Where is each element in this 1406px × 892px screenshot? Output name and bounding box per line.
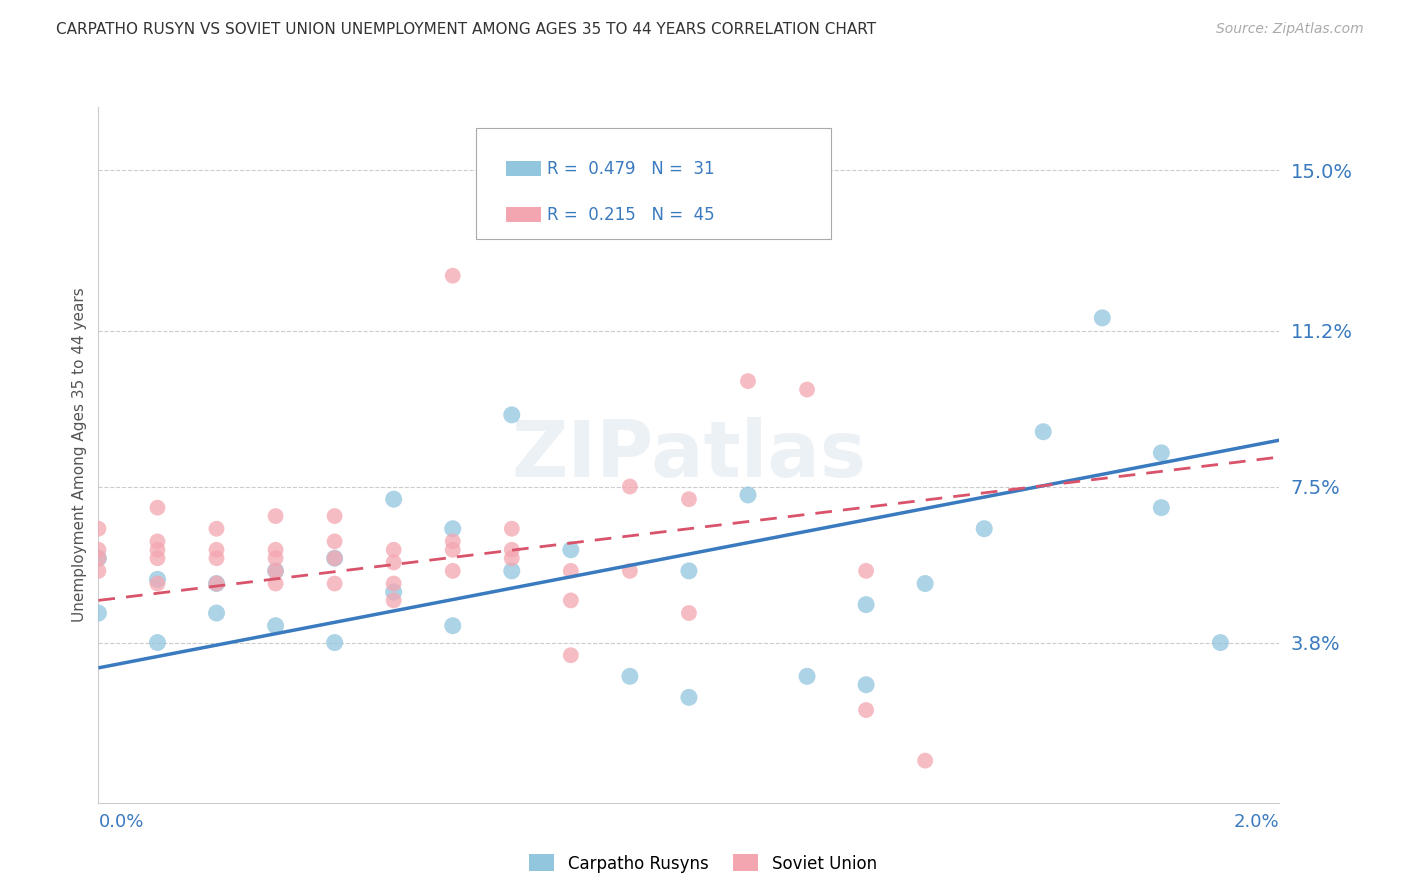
Text: R =  0.479   N =  31: R = 0.479 N = 31 [547, 160, 714, 178]
Point [678, 564, 700, 578]
Point [501, 551, 523, 566]
Point [382, 585, 405, 599]
Point [441, 268, 464, 283]
Point [87, 542, 110, 557]
Point [87, 564, 110, 578]
Point [855, 564, 877, 578]
Point [205, 606, 228, 620]
Point [382, 556, 405, 570]
Point [146, 572, 169, 586]
Point [87, 551, 110, 566]
Point [678, 492, 700, 507]
FancyBboxPatch shape [477, 128, 831, 239]
Point [796, 383, 818, 397]
Point [501, 408, 523, 422]
Point [382, 492, 405, 507]
Text: 2.0%: 2.0% [1234, 814, 1279, 831]
Point [382, 593, 405, 607]
Point [1032, 425, 1054, 439]
Text: R =  0.215   N =  45: R = 0.215 N = 45 [547, 206, 714, 224]
Point [855, 703, 877, 717]
Text: ZIPatlas: ZIPatlas [512, 417, 866, 493]
Point [382, 576, 405, 591]
Point [501, 522, 523, 536]
Point [323, 551, 346, 566]
Point [323, 551, 346, 566]
Point [323, 509, 346, 524]
Point [914, 576, 936, 591]
FancyBboxPatch shape [506, 161, 541, 176]
Point [323, 534, 346, 549]
Point [205, 522, 228, 536]
Point [146, 551, 169, 566]
Point [264, 564, 287, 578]
Point [737, 374, 759, 388]
Point [264, 542, 287, 557]
Text: 0.0%: 0.0% [98, 814, 143, 831]
Point [441, 542, 464, 557]
Text: CARPATHO RUSYN VS SOVIET UNION UNEMPLOYMENT AMONG AGES 35 TO 44 YEARS CORRELATIO: CARPATHO RUSYN VS SOVIET UNION UNEMPLOYM… [56, 22, 876, 37]
Point [619, 479, 641, 493]
Point [146, 576, 169, 591]
Legend: Carpatho Rusyns, Soviet Union: Carpatho Rusyns, Soviet Union [523, 847, 883, 880]
Point [264, 551, 287, 566]
Point [560, 648, 582, 663]
Point [855, 598, 877, 612]
Point [323, 576, 346, 591]
Point [205, 576, 228, 591]
Point [146, 500, 169, 515]
Point [678, 606, 700, 620]
Point [146, 542, 169, 557]
Point [855, 678, 877, 692]
Text: Source: ZipAtlas.com: Source: ZipAtlas.com [1216, 22, 1364, 37]
Point [146, 534, 169, 549]
Point [737, 488, 759, 502]
Point [264, 618, 287, 632]
Point [914, 754, 936, 768]
Point [205, 542, 228, 557]
Point [619, 564, 641, 578]
Point [1091, 310, 1114, 325]
Point [560, 564, 582, 578]
Point [264, 564, 287, 578]
Point [1209, 635, 1232, 649]
Point [87, 522, 110, 536]
Point [619, 669, 641, 683]
Point [1150, 500, 1173, 515]
FancyBboxPatch shape [506, 207, 541, 222]
Point [146, 635, 169, 649]
Point [264, 509, 287, 524]
Point [796, 669, 818, 683]
Point [501, 542, 523, 557]
Point [382, 542, 405, 557]
Point [264, 576, 287, 591]
Point [1150, 446, 1173, 460]
Point [560, 593, 582, 607]
Point [441, 534, 464, 549]
Point [678, 690, 700, 705]
Point [205, 576, 228, 591]
Point [441, 618, 464, 632]
Point [560, 542, 582, 557]
Y-axis label: Unemployment Among Ages 35 to 44 years: Unemployment Among Ages 35 to 44 years [72, 287, 87, 623]
Point [501, 564, 523, 578]
Point [323, 635, 346, 649]
Point [973, 522, 995, 536]
Point [441, 522, 464, 536]
Point [87, 551, 110, 566]
Point [441, 564, 464, 578]
Point [87, 606, 110, 620]
Point [205, 551, 228, 566]
